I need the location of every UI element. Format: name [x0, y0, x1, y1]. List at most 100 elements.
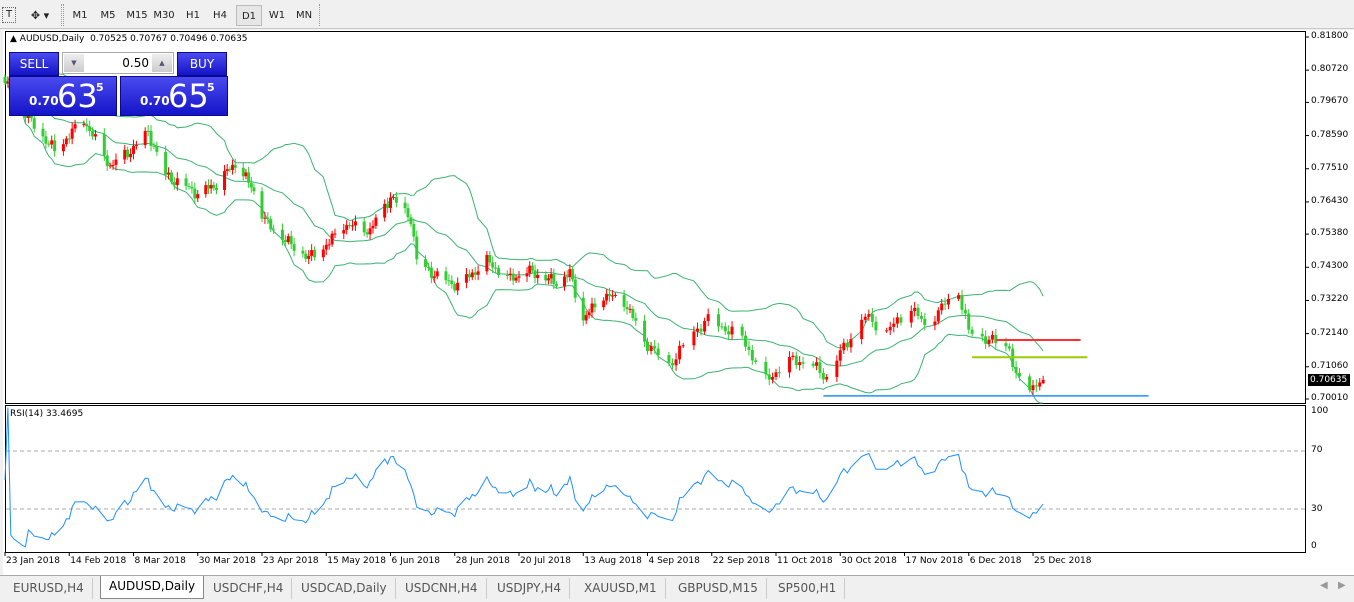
candle-body: [888, 326, 892, 331]
tabs-scroll-right-icon[interactable]: ▶: [1338, 580, 1346, 591]
ask-price-box[interactable]: 0.70 65 5: [120, 76, 228, 116]
tab-xauusd-m1[interactable]: XAUUSD,M1: [576, 578, 666, 599]
candle-body: [747, 346, 751, 351]
tab-usdchf-h4[interactable]: USDCHF,H4: [205, 578, 293, 599]
lot-decrease-icon[interactable]: ▼: [64, 54, 84, 72]
candle-body: [105, 155, 109, 167]
lot-size-input[interactable]: 0.50: [122, 56, 149, 70]
tab-sp500-h1[interactable]: SP500,H1: [770, 578, 846, 599]
candle-body: [525, 273, 529, 277]
candle-body: [241, 167, 245, 177]
candle-body: [563, 276, 567, 287]
candle-body: [845, 342, 849, 348]
candle-body: [1017, 373, 1021, 377]
sell-button[interactable]: SELL: [9, 52, 59, 76]
timeframe-mn[interactable]: MN: [295, 10, 313, 21]
tab-usdcnh-h4[interactable]: USDCNH,H4: [397, 578, 487, 599]
candle-body: [730, 326, 734, 335]
candle-body: [403, 202, 407, 209]
candle-body: [292, 244, 296, 251]
candle-body: [1028, 376, 1032, 391]
timeframe-w1[interactable]: W1: [268, 10, 286, 21]
candle-body: [699, 328, 703, 332]
date-axis-label: 11 Oct 2018: [777, 556, 833, 566]
rsi-line: [4, 407, 1044, 548]
candle-body: [476, 271, 480, 275]
candle-body: [152, 145, 156, 147]
candle-body: [957, 295, 961, 299]
timeframe-m15[interactable]: M15: [126, 10, 148, 21]
candle-body: [225, 169, 229, 172]
chart-area[interactable]: [3, 30, 1354, 575]
candle-body: [280, 229, 284, 240]
candle-body: [1041, 379, 1045, 384]
candle-body: [456, 282, 460, 291]
candle-body: [228, 169, 232, 171]
candle-body: [980, 333, 984, 337]
price-axis-label: 0.78590: [1311, 129, 1349, 140]
candle-body: [678, 345, 682, 360]
candle-body: [546, 278, 550, 281]
candle-body: [321, 249, 325, 258]
chart-canvas[interactable]: [0, 0, 1354, 575]
timeframe-m30[interactable]: M30: [153, 10, 175, 21]
tab-usdjpy-h4[interactable]: USDJPY,H4: [489, 578, 570, 599]
candle-body: [412, 224, 416, 237]
candle-body: [50, 140, 54, 145]
candle-body: [304, 253, 308, 259]
candle-body: [913, 307, 917, 311]
candle-body: [172, 182, 176, 186]
candle-body: [70, 128, 74, 139]
lot-size-stepper[interactable]: ▼ 0.50 ▲: [62, 52, 174, 74]
candle-body: [313, 250, 317, 258]
candle-body: [88, 126, 92, 131]
objects-dropdown-icon[interactable]: ✥ ▾: [30, 9, 50, 22]
toolbar-grip[interactable]: [61, 4, 64, 26]
price-axis-label: 0.70010: [1311, 393, 1349, 403]
candle-body: [409, 217, 413, 225]
rsi-title: RSI(14) 33.4695: [10, 409, 84, 419]
candle-body: [870, 314, 874, 322]
date-axis-label: 15 May 2018: [327, 556, 386, 566]
candle-body: [330, 233, 334, 245]
candle-body: [169, 172, 173, 183]
date-axis-label: 14 Feb 2018: [70, 556, 127, 566]
bid-price-box[interactable]: 0.70 63 5: [9, 76, 117, 116]
candle-body: [695, 328, 699, 332]
candle-body: [622, 295, 626, 307]
timeframe-h4[interactable]: H4: [213, 10, 227, 21]
candle-body: [628, 308, 632, 310]
candle-body: [289, 236, 293, 245]
price-axis-label: 0.76430: [1311, 195, 1349, 206]
timeframe-h1[interactable]: H1: [186, 10, 200, 21]
tab-audusd-daily[interactable]: AUDUSD,Daily: [100, 576, 205, 599]
text-tool-icon[interactable]: T: [2, 7, 16, 23]
tab-usdcad-daily[interactable]: USDCAD,Daily: [293, 578, 396, 599]
candle-body: [987, 339, 991, 344]
tab-eurusd-h4[interactable]: EURUSD,H4: [5, 578, 93, 599]
candle-body: [94, 134, 98, 137]
date-axis-label: 6 Dec 2018: [969, 556, 1022, 566]
timeframe-m5[interactable]: M5: [100, 10, 116, 21]
candle-body: [717, 314, 721, 327]
candle-body: [674, 359, 678, 366]
candle-body: [692, 331, 696, 346]
date-axis-label: 28 Jun 2018: [455, 556, 510, 566]
bollinger-lower-band: [4, 82, 1044, 404]
buy-button[interactable]: BUY: [177, 52, 227, 76]
timeframe-d1[interactable]: D1: [236, 5, 262, 26]
ask-prefix: 0.70: [140, 94, 170, 108]
symbol-title: AUDUSD,Daily: [19, 34, 85, 44]
candle-body: [123, 149, 127, 160]
bollinger-middle-band: [4, 81, 1044, 367]
candle-body: [175, 178, 179, 186]
timeframe-m1[interactable]: M1: [72, 10, 88, 21]
candle-body: [643, 320, 647, 342]
candle-body: [571, 269, 575, 280]
candle-body: [863, 316, 867, 320]
candle-body: [514, 277, 518, 281]
lot-increase-icon[interactable]: ▲: [152, 54, 172, 72]
tabs-scroll-left-icon[interactable]: ◀: [1320, 580, 1328, 591]
candle-body: [801, 362, 805, 364]
tab-gbpusd-m15[interactable]: GBPUSD,M15: [670, 578, 767, 599]
